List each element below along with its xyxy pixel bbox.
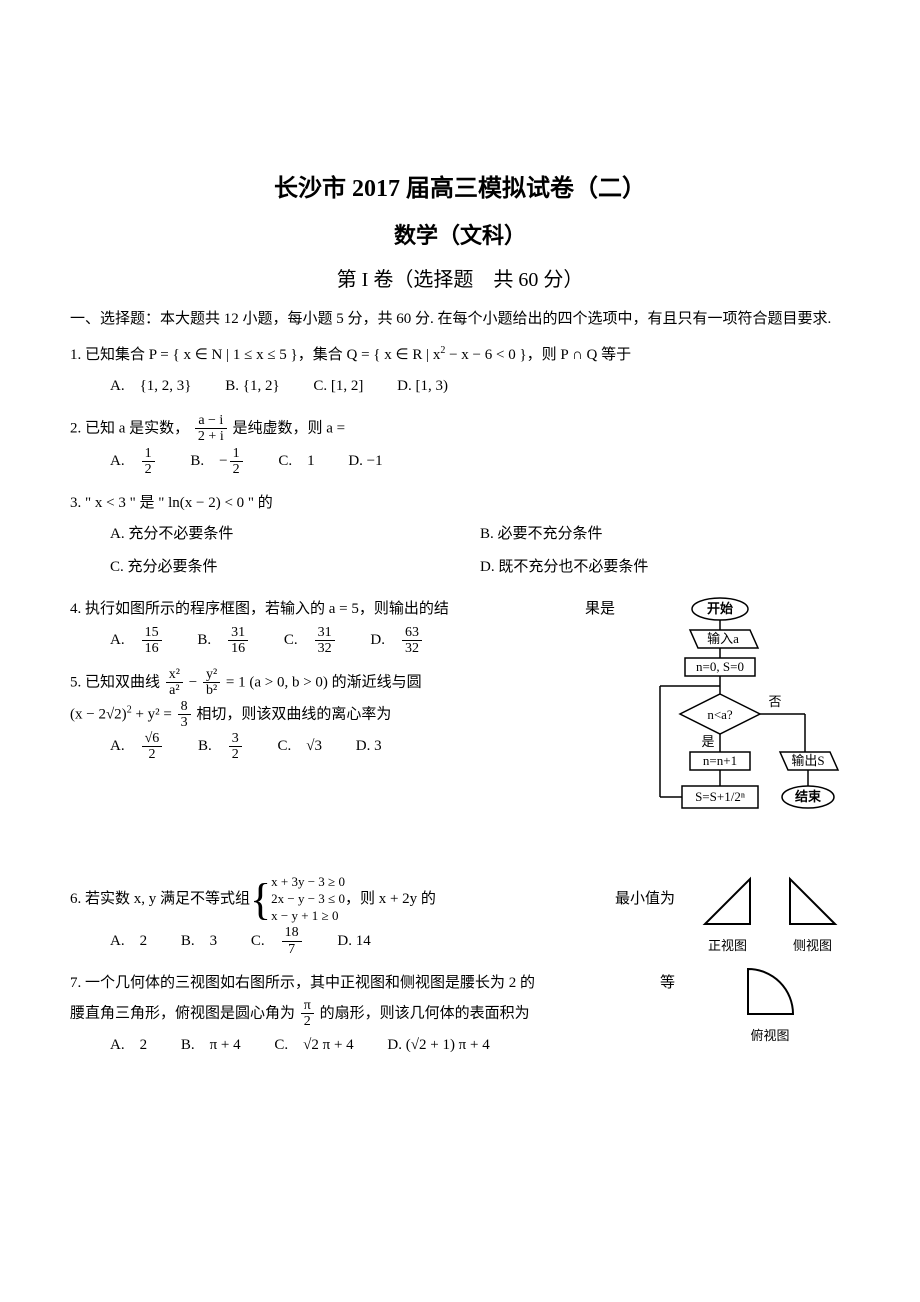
q2-stem-b: 是纯虚数，则 a =: [232, 420, 345, 436]
question-7: 7. 一个几何体的三视图如右图所示，其中正视图和侧视图是腰长为 2 的 等 腰直…: [70, 968, 850, 1063]
q5-stem-1: 5. 已知双曲线 x²a² − y²b² = 1 (a > 0, b > 0) …: [70, 667, 850, 699]
q6-opt-a: A. 2: [110, 933, 147, 949]
q2-frac-num: a − i: [195, 413, 227, 429]
q2-stem: 2. 已知 a 是实数， a − i 2 + i 是纯虚数，则 a =: [70, 413, 850, 445]
q3-stem: 3. " x < 3 " 是 " ln(x − 2) < 0 " 的: [70, 488, 850, 518]
q1-opt-c: C. [1, 2]: [313, 378, 363, 394]
question-1: 1. 已知集合 P = { x ∈ N | 1 ≤ x ≤ 5 }，集合 Q =…: [70, 340, 850, 403]
q2-opt-c: C. 1: [278, 453, 314, 469]
q4-opt-a: A. 1516: [110, 632, 164, 648]
q6-opt-d: D. 14: [337, 933, 370, 949]
fc-end: 结束: [795, 789, 822, 804]
question-5: 5. 已知双曲线 x²a² − y²b² = 1 (a > 0, b > 0) …: [70, 667, 850, 764]
question-2: 2. 已知 a 是实数， a − i 2 + i 是纯虚数，则 a = A. 1…: [70, 413, 850, 478]
q1-options: A. {1, 2, 3} B. {1, 2} C. [1, 2] D. [1, …: [70, 370, 850, 403]
q5-opt-d: D. 3: [356, 738, 382, 754]
q4-options: A. 1516 B. 3116 C. 3132 D. 6332: [70, 624, 850, 657]
question-4: 4. 执行如图所示的程序框图，若输入的 a = 5，则输出的结 果是 A. 15…: [70, 594, 850, 657]
q7-options: A. 2 B. π + 4 C. √2 π + 4 D. (√2 + 1) π …: [70, 1029, 850, 1062]
q3-options: A. 充分不必要条件 B. 必要不充分条件 C. 充分必要条件 D. 既不充分也…: [70, 518, 850, 584]
q3-opt-b: B. 必要不充分条件: [480, 518, 850, 551]
q7-stem-1: 7. 一个几何体的三视图如右图所示，其中正视图和侧视图是腰长为 2 的 等: [70, 968, 850, 998]
q1-opt-a: A. {1, 2, 3}: [110, 378, 191, 394]
q2-opt-d: D. −1: [348, 453, 382, 469]
q6-opt-c: C. 187: [251, 933, 304, 949]
fc-sum: S=S+1/2ⁿ: [695, 789, 745, 804]
q1-opt-d: D. [1, 3): [397, 378, 448, 394]
q4-opt-b: B. 3116: [197, 632, 250, 648]
title-sub: 数学（文科）: [70, 218, 850, 253]
q5-options: A. √62 B. 32 C. √3 D. 3: [70, 730, 850, 763]
q2-opt-a: A. 12: [110, 453, 157, 469]
q2-opt-b: B. −12: [190, 453, 244, 469]
q6-opt-b: B. 3: [181, 933, 217, 949]
q7-opt-b: B. π + 4: [181, 1037, 241, 1053]
q2-frac: a − i 2 + i: [195, 413, 227, 445]
q1-stem-a: 1. 已知集合 P = { x ∈ N | 1 ≤ x ≤ 5 }，集合 Q =…: [70, 347, 440, 363]
q1-stem-b: − x − 6 < 0 }，则 P ∩ Q 等于: [445, 347, 631, 363]
q2-options: A. 12 B. −12 C. 1 D. −1: [70, 445, 850, 478]
question-6: 6. 若实数 x, y 满足不等式组 { x + 3y − 3 ≥ 0 2x −…: [70, 874, 850, 958]
q1-opt-b: B. {1, 2}: [225, 378, 279, 394]
q7-opt-d: D. (√2 + 1) π + 4: [387, 1037, 489, 1053]
q6-stem: 6. 若实数 x, y 满足不等式组 { x + 3y − 3 ≥ 0 2x −…: [70, 874, 675, 925]
q3-opt-d: D. 既不充分也不必要条件: [480, 551, 850, 584]
q5-stem-2: (x − 2√2)2 + y² = 83 相切，则该双曲线的离心率为: [70, 699, 850, 731]
q5-opt-c: C. √3: [278, 738, 323, 754]
q6-options: A. 2 B. 3 C. 187 D. 14: [70, 925, 850, 958]
title-section: 第 I 卷（选择题 共 60 分）: [70, 264, 850, 296]
q7-opt-c: C. √2 π + 4: [274, 1037, 353, 1053]
q4-opt-d: D. 6332: [370, 632, 424, 648]
section-intro: 一、选择题：本大题共 12 小题，每小题 5 分，共 60 分. 在每个小题给出…: [70, 308, 850, 331]
q3-opt-c: C. 充分必要条件: [110, 551, 480, 584]
q3-opt-a: A. 充分不必要条件: [110, 518, 480, 551]
q1-stem: 1. 已知集合 P = { x ∈ N | 1 ≤ x ≤ 5 }，集合 Q =…: [70, 340, 850, 370]
q4-opt-c: C. 3132: [284, 632, 337, 648]
q4-stem: 4. 执行如图所示的程序框图，若输入的 a = 5，则输出的结 果是: [70, 594, 850, 624]
q2-frac-den: 2 + i: [195, 429, 227, 444]
q2-stem-a: 2. 已知 a 是实数，: [70, 420, 189, 436]
question-3: 3. " x < 3 " 是 " ln(x − 2) < 0 " 的 A. 充分…: [70, 488, 850, 584]
q6-system: { x + 3y − 3 ≥ 0 2x − y − 3 ≤ 0 x − y + …: [250, 874, 345, 925]
q5-opt-b: B. 32: [198, 738, 244, 754]
q7-stem-2: 腰直角三角形，俯视图是圆心角为 π2 的扇形，则该几何体的表面积为: [70, 998, 850, 1030]
q5-opt-a: A. √62: [110, 738, 164, 754]
title-main: 长沙市 2017 届高三模拟试卷（二）: [70, 170, 850, 208]
q7-opt-a: A. 2: [110, 1037, 147, 1053]
